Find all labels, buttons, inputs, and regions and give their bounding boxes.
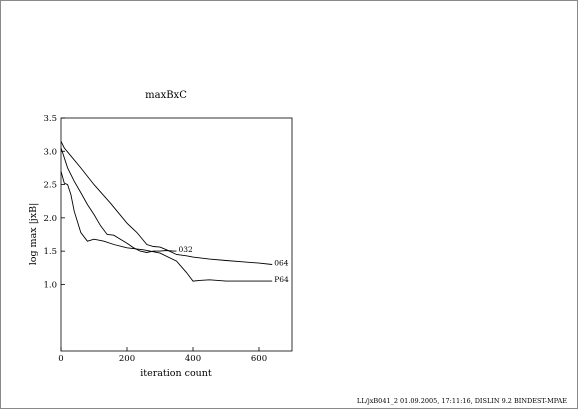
plot-area-frame: [60, 117, 293, 352]
x-tick-label: 0: [58, 354, 63, 364]
series-label-064: 064: [274, 258, 289, 267]
y-tick-label: 2.0: [43, 214, 57, 224]
y-tick-label: 3.5: [43, 114, 57, 124]
x-axis-ticks: 0 200 400 600: [58, 347, 267, 364]
y-tick-label: 2.5: [43, 181, 57, 191]
series-label-032: 032: [179, 245, 194, 254]
x-tick-label: 400: [185, 354, 201, 364]
y-tick-label: 1.0: [43, 280, 57, 290]
chart-title: maxBxC: [145, 90, 187, 101]
footer-stamp: LL/jxB041_2 01.09.2005, 17:11:16, DISLIN…: [356, 397, 567, 405]
series-label-p64: P64: [274, 275, 289, 284]
y-tick-label: 1.5: [43, 247, 57, 257]
series-line-p64: [60, 171, 273, 282]
x-tick-label: 200: [119, 354, 135, 364]
series-lines: 064 032 P64: [60, 141, 289, 284]
x-tick-label: 600: [251, 354, 267, 364]
y-axis-ticks: 1.0 1.5 2.0 2.5 3.0 3.5: [43, 114, 65, 290]
series-line-064: [60, 141, 273, 265]
series-line-032: [60, 147, 177, 253]
x-axis-label: iteration count: [140, 368, 212, 379]
y-axis-label: log max |jxB|: [28, 203, 39, 266]
y-tick-label: 3.0: [43, 147, 57, 157]
